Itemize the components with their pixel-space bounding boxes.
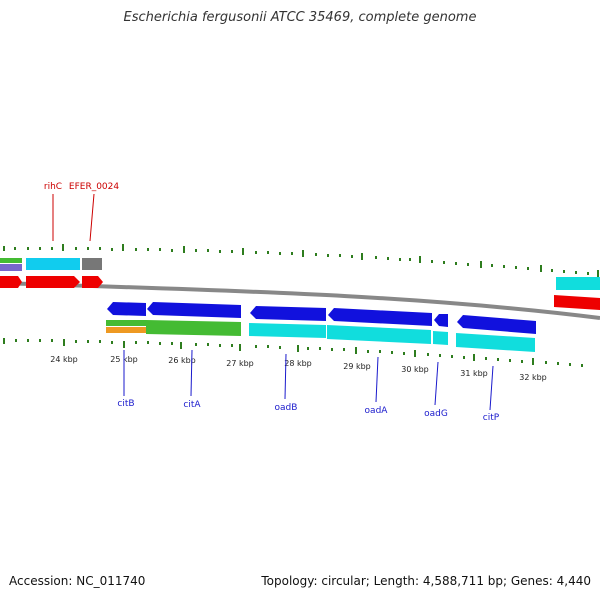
- feature-track-purple: [0, 264, 22, 271]
- ruler-labels: 24 kbp 25 kbp 26 kbp 27 kbp 28 kbp 29 kb…: [50, 355, 547, 382]
- feature-EFER_0024-gray: [82, 258, 102, 270]
- gene-arrow-right-red: [554, 295, 600, 310]
- leader-EFER_0024: [89, 193, 95, 242]
- gene-arrow-oadA: [328, 308, 432, 326]
- feature-rihC-cyan: [26, 258, 80, 270]
- ruler-label: 31 kbp: [460, 369, 488, 378]
- map-title: Escherichia fergusonii ATCC 35469, compl…: [123, 10, 477, 25]
- gene-labels: rihC EFER_0024 citB citA oadB oadA oadG …: [44, 182, 500, 423]
- feature-track-oadG-cyan: [433, 331, 448, 345]
- feature-track-citB-green: [106, 320, 146, 326]
- gene-label-citP: citP: [483, 413, 500, 423]
- feature-track-citP-cyan: [456, 333, 535, 352]
- gene-arrow-red: [0, 276, 22, 288]
- gene-arrow-rihC-red: [26, 276, 80, 288]
- genome-summary-text: Topology: circular; Length: 4,588,711 bp…: [261, 574, 591, 588]
- feature-track-oadB-cyan: [249, 323, 326, 338]
- gene-arrow-oadG: [434, 314, 448, 327]
- feature-track-citA-green: [146, 320, 241, 336]
- gene-label-oadB: oadB: [275, 403, 298, 413]
- ruler-label: 29 kbp: [343, 362, 371, 371]
- leader-oadA: [375, 356, 379, 403]
- ruler-label: 28 kbp: [284, 359, 312, 368]
- feature-track-green: [0, 258, 22, 263]
- leader-oadB: [284, 353, 287, 400]
- feature-track-oadA-cyan: [327, 325, 431, 344]
- gene-arrow-citA: [147, 302, 241, 318]
- gene-label-rihC: rihC: [44, 182, 62, 192]
- inner-tick-ruler: [3, 338, 583, 367]
- forward-features: [0, 258, 600, 310]
- gene-label-citA: citA: [183, 400, 201, 410]
- gene-arrow-citB: [107, 302, 146, 316]
- gene-label-oadA: oadA: [365, 406, 389, 416]
- feature-right-cyan: [556, 277, 600, 290]
- gene-label-oadG: oadG: [424, 409, 448, 419]
- gene-leader-lines: [52, 193, 494, 411]
- feature-track-citB-orange: [106, 327, 146, 333]
- outer-tick-ruler: [3, 244, 599, 277]
- accession-text: Accession: NC_011740: [9, 574, 146, 588]
- gene-label-EFER_0024: EFER_0024: [69, 182, 119, 192]
- gene-arrow-oadB: [250, 306, 326, 321]
- ruler-label: 27 kbp: [226, 359, 254, 368]
- gene-arrow-citP: [457, 315, 536, 334]
- ruler-label: 30 kbp: [401, 365, 429, 374]
- ruler-label: 26 kbp: [168, 356, 196, 365]
- leader-citA: [190, 349, 193, 397]
- leader-oadG: [434, 361, 439, 406]
- ruler-label: 24 kbp: [50, 355, 78, 364]
- leader-citP: [489, 365, 494, 411]
- gene-label-citB: citB: [117, 399, 134, 409]
- gene-arrow-EFER_0024-red: [82, 276, 103, 288]
- ruler-label: 32 kbp: [519, 373, 547, 382]
- reverse-features: [106, 302, 536, 352]
